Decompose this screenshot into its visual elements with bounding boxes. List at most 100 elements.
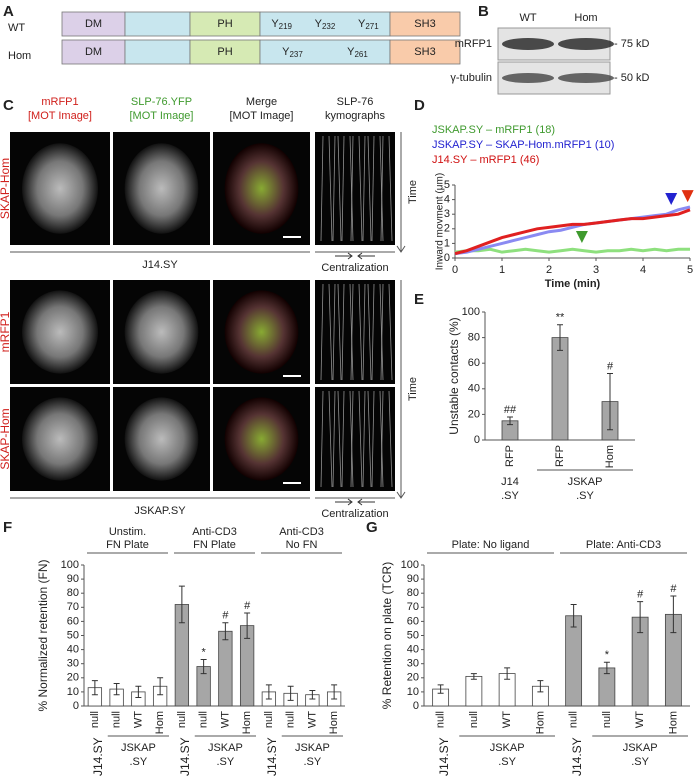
x-tick-label: null [285,711,297,728]
kymo-track [371,135,375,242]
y-tick-label: 5 [444,179,450,191]
y-tick-label: 80 [407,587,419,599]
error-bar [244,612,251,639]
y-tick-label: 20 [468,408,480,420]
error-bar [557,324,563,351]
bar [565,615,583,707]
error-bar [113,682,120,696]
cell-group-label: J14.SY [91,737,105,776]
y-tick-label: 60 [468,357,480,369]
y-tick-label: 1 [444,237,450,249]
time-label: Time [407,377,419,401]
cell-group-label: .SY [631,756,649,768]
y-tick-label: 70 [407,601,419,613]
domain-label: DM [85,18,102,30]
panel-letter: A [3,3,14,20]
x-tick-label: 1 [499,264,505,276]
kymo-track [341,135,345,242]
error-bar [331,684,338,700]
cell [22,143,98,234]
x-tick-label: Hom [328,711,340,734]
kymo-track [379,283,384,381]
kymo-track [367,283,372,381]
domain-label: PH [217,18,232,30]
panel-letter: B [478,3,489,20]
annotation: # [670,583,677,595]
cell [22,397,98,481]
annotation: * [201,646,206,658]
residue: Y [315,18,323,30]
series-line [454,205,691,256]
bar [465,675,483,707]
legend-entry: J14.SY – mRFP1 (46) [432,154,539,166]
cell [224,143,299,234]
error-bar [91,680,98,696]
band [558,73,614,83]
annotation: # [607,360,614,372]
x-tick-label: null [568,711,580,728]
position: 237 [289,50,303,59]
error-bar [504,667,511,680]
cell-group-label: .SY [304,756,322,768]
kymo-track [362,135,366,242]
domain [259,39,391,65]
kymo-track [337,390,342,488]
kymo-track [388,135,393,242]
cell-group-label: .SY [217,756,235,768]
cell [124,290,199,374]
tyrosine: Y261 [347,46,368,59]
y-axis-label: % Retention on plate (TCR) [380,562,394,709]
kymo-track [379,135,384,242]
residue: Y [271,18,279,30]
cell-group-label: JSKAP [208,742,243,754]
cell-group-label: J14 [501,476,519,488]
series-line [454,208,691,256]
y-tick-label: 100 [401,559,419,571]
time-label: Time [407,180,419,204]
centralization-arrows [335,498,375,506]
y-tick-label: 20 [67,672,79,684]
cell-line: JSKAP.SY [134,505,186,517]
x-tick-label: 4 [640,264,646,276]
kymo-track [388,283,393,381]
cell-group-label: .SY [576,490,594,502]
domain [389,11,461,37]
y-tick-label: 10 [67,686,79,698]
x-tick-label: 0 [452,264,458,276]
kymo-track [337,135,342,242]
x-tick-label: WT [306,711,318,728]
domain [124,11,191,37]
cell-group-label: J14.SY [570,737,584,776]
x-tick-label: Hom [667,711,679,734]
marker-label: - 50 kD [614,72,650,84]
column-header: SLP-76 [337,96,374,108]
group-label: Anti-CD3 [279,526,324,538]
kymo-track [320,390,324,488]
y-tick-label: 100 [462,306,480,318]
domain-label: PH [217,46,232,58]
group-label: No FN [286,539,318,551]
cell-group-label: .SY [501,490,519,502]
panel-letter: C [3,97,14,114]
cell-group-label: J14.SY [437,737,451,776]
y-tick-label: 30 [407,658,419,670]
row-label: SKAP-Hom [0,158,12,219]
error-bar [537,680,544,693]
error-bar [470,673,477,680]
cell-group-label: JSKAP [490,742,525,754]
column-header: mRFP1 [41,96,78,108]
panel-letter: G [366,519,378,536]
residue: Y [282,46,290,58]
x-tick-label: 3 [593,264,599,276]
y-tick-label: 4 [444,194,450,206]
kymo-track [332,283,336,381]
arrowhead [665,193,678,206]
y-tick-label: 40 [67,644,79,656]
band [558,38,614,50]
annotation: ## [504,404,517,416]
kymo-track [380,390,384,488]
domain-label: DM [85,46,102,58]
domain [189,39,261,65]
domain [389,39,461,65]
kymo-track [367,135,372,242]
